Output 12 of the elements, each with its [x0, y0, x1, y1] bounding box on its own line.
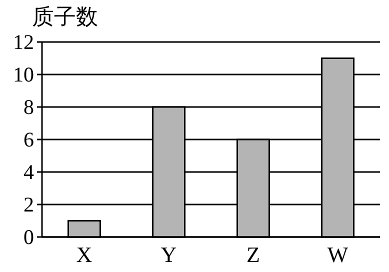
x-tick-label: Z — [246, 242, 260, 267]
y-tick-label: 12 — [13, 30, 34, 54]
y-tick-label: 8 — [24, 95, 34, 119]
x-tick-label: Y — [160, 242, 177, 267]
y-tick-label: 6 — [24, 128, 34, 152]
y-tick-label: 0 — [24, 225, 34, 249]
y-tick-label: 2 — [24, 192, 34, 216]
y-axis-title: 质子数 — [32, 4, 98, 29]
x-tick-label: W — [327, 242, 348, 267]
y-tick-label: 10 — [13, 62, 34, 86]
y-tick-label: 4 — [24, 160, 34, 184]
x-tick-label: X — [76, 242, 92, 267]
